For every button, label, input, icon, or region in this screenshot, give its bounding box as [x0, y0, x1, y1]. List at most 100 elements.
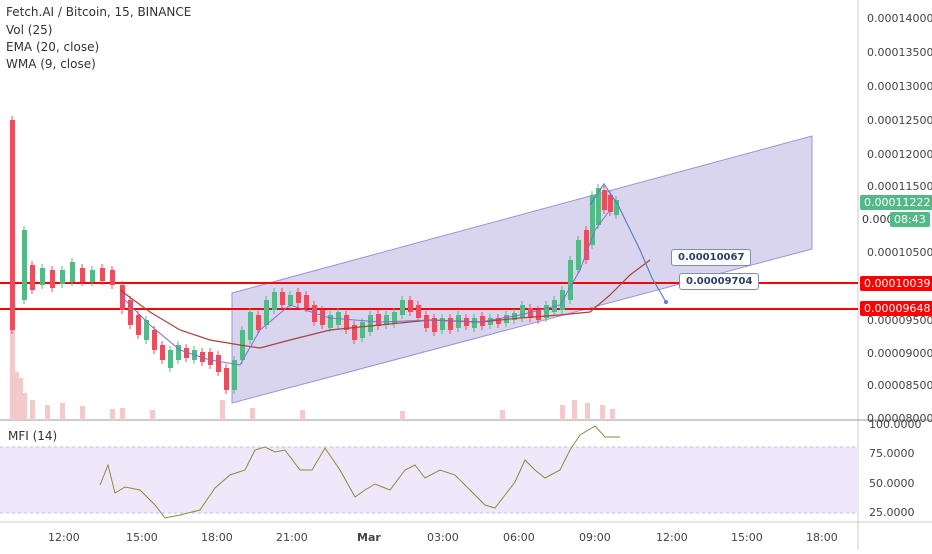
symbol-title[interactable]: Fetch.AI / Bitcoin, 15, BINANCE: [6, 5, 192, 19]
price-axis-label: 0.00011500: [867, 180, 932, 193]
time-axis-label: 15:00: [731, 531, 763, 544]
candle-body: [424, 315, 429, 328]
candle-body: [232, 360, 237, 390]
projection-callout-lower[interactable]: 0.00009704: [679, 273, 760, 290]
volume-bar: [10, 330, 15, 420]
price-axis-label: 0.00012000: [867, 148, 932, 161]
candle-body: [496, 318, 501, 324]
price-axis-label: 0.00009500: [867, 314, 932, 327]
price-axis-label: 0.00009000: [867, 347, 932, 360]
candle-body: [288, 295, 293, 305]
candle-body: [392, 312, 397, 324]
candle-body: [568, 260, 573, 300]
time-axis-label: 18:00: [806, 531, 838, 544]
time-axis-label: 06:00: [503, 531, 535, 544]
candle-body: [100, 268, 105, 281]
candle-body: [312, 305, 317, 322]
volume-bar: [610, 409, 615, 420]
candle-body: [60, 270, 65, 284]
volume-bar: [22, 393, 27, 420]
wma-indicator-label[interactable]: WMA (9, close): [6, 57, 96, 71]
time-axis-label: 12:00: [48, 531, 80, 544]
candle-body: [344, 315, 349, 330]
time-axis-label: Mar: [357, 531, 381, 544]
volume-bar: [585, 403, 590, 420]
mfi-axis-label: 100.0000: [869, 418, 922, 431]
volume-bar: [30, 400, 35, 420]
candle-body: [602, 190, 607, 210]
volume-indicator-label[interactable]: Vol (25): [6, 23, 53, 37]
mfi-axis-label: 50.0000: [869, 477, 915, 490]
time-axis-label: 12:00: [656, 531, 688, 544]
ema-indicator-label[interactable]: EMA (20, close): [6, 40, 100, 54]
volume-bar: [14, 372, 19, 420]
candle-body: [528, 308, 533, 318]
price-axis-label: 0.00014000: [867, 12, 932, 25]
volume-bar: [300, 410, 305, 420]
candle-body: [448, 318, 453, 330]
candle-body: [416, 305, 421, 318]
candle-body: [128, 300, 133, 325]
candle-body: [224, 368, 229, 390]
lower-level-price-tag: 0.00009648: [860, 301, 932, 316]
volume-bar: [110, 409, 115, 420]
candle-body: [512, 313, 517, 320]
candle-body: [352, 325, 357, 340]
volume-bar: [500, 410, 505, 420]
candle-body: [216, 355, 221, 372]
price-axis-label: 0.00013000: [867, 80, 932, 93]
price-axis-label: 0.00013500: [867, 46, 932, 59]
candle-body: [22, 230, 27, 300]
volume-bar: [560, 405, 565, 420]
candle-body: [296, 292, 301, 303]
candle-body: [608, 195, 613, 212]
price-axis-label: 0.00010500: [867, 246, 932, 259]
candle-body: [184, 348, 189, 358]
volume-bar: [80, 406, 85, 420]
candle-body: [584, 230, 589, 260]
candle-body: [152, 330, 157, 350]
candle-body: [590, 195, 595, 245]
mfi-axis-label: 25.0000: [869, 506, 915, 519]
candle-body: [50, 270, 55, 288]
volume-bar: [18, 378, 23, 420]
candle-body: [328, 315, 333, 328]
candle-body: [280, 292, 285, 305]
price-axis-label: 0.00008500: [867, 379, 932, 392]
candle-body: [110, 270, 115, 285]
volume-bar: [600, 405, 605, 420]
candle-body: [10, 120, 15, 330]
wma-line: [119, 209, 611, 366]
candle-body: [576, 240, 581, 270]
time-axis-label: 03:00: [427, 531, 459, 544]
candle-body: [440, 318, 445, 330]
volume-bar: [400, 411, 405, 420]
candle-body: [520, 305, 525, 318]
candle-body: [160, 345, 165, 360]
time-axis-label: 15:00: [126, 531, 158, 544]
volume-bar: [45, 405, 50, 420]
partial-price-tag: 0.000: [860, 212, 896, 227]
candle-body: [30, 265, 35, 290]
mfi-indicator-label[interactable]: MFI (14): [8, 429, 58, 443]
volume-bar: [250, 408, 255, 420]
projection-path: [589, 182, 667, 303]
candle-body: [90, 270, 95, 282]
candle-body: [472, 318, 477, 328]
candle-body: [168, 350, 173, 368]
candle-body: [264, 300, 269, 325]
bar-countdown-tag: 08:43: [890, 212, 930, 227]
candle-body: [368, 315, 373, 332]
projection-callout-upper[interactable]: 0.00010067: [671, 249, 752, 266]
candle-body: [376, 314, 381, 326]
volume-bar: [220, 400, 225, 420]
candle-body: [536, 310, 541, 320]
candle-body: [80, 268, 85, 282]
mfi-axis-label: 75.0000: [869, 447, 915, 460]
candle-body: [136, 315, 141, 335]
candle-body: [40, 268, 45, 285]
price-axis-label: 0.00008000: [867, 412, 932, 425]
time-axis-label: 18:00: [201, 531, 233, 544]
